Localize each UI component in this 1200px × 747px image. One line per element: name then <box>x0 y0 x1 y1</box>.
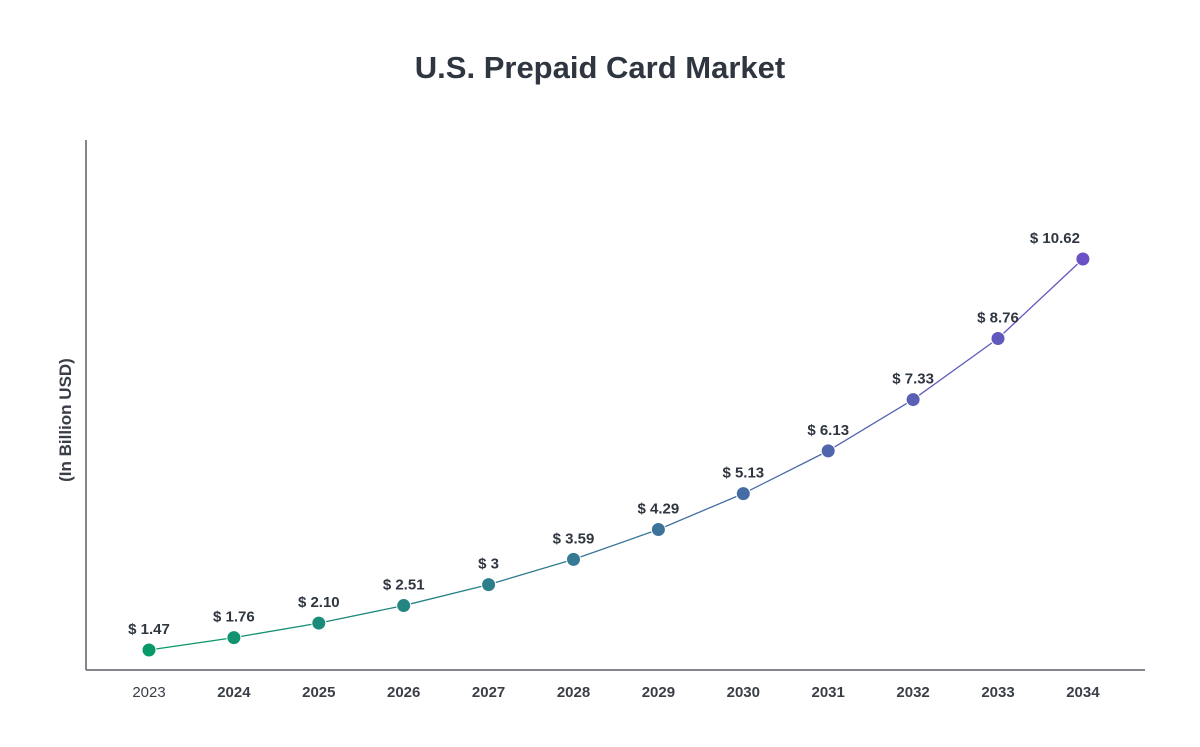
x-tick-label: 2026 <box>387 684 420 701</box>
x-tick-label: 2024 <box>217 684 251 701</box>
line-segment <box>233 622 319 639</box>
data-point <box>1075 251 1091 267</box>
data-label: $ 2.51 <box>383 577 425 594</box>
line-segment <box>827 399 914 452</box>
line-segment <box>403 583 489 607</box>
data-point <box>226 630 242 646</box>
data-label: $ 5.13 <box>722 465 764 482</box>
data-label: $ 10.62 <box>1030 230 1080 247</box>
data-label: $ 6.13 <box>807 422 849 439</box>
data-label: $ 2.10 <box>298 594 340 611</box>
line-segment <box>488 558 574 586</box>
data-point <box>820 443 836 459</box>
data-point <box>990 330 1006 346</box>
data-label: $ 4.29 <box>638 500 680 517</box>
line-segment <box>912 337 999 401</box>
data-label: $ 7.33 <box>892 371 934 388</box>
x-tick-label: 2031 <box>812 684 845 701</box>
x-tick-label: 2025 <box>302 684 335 701</box>
data-label: $ 3 <box>478 556 499 573</box>
x-tick-label: 2033 <box>981 684 1014 701</box>
x-tick-label: 2029 <box>642 684 675 701</box>
line-segment <box>573 528 659 561</box>
x-tick-label: 2032 <box>896 684 929 701</box>
data-label: $ 8.76 <box>977 309 1019 326</box>
x-tick-label: 2028 <box>557 684 590 701</box>
line-segment <box>658 493 744 531</box>
line-segment <box>148 636 234 651</box>
data-point <box>311 615 327 631</box>
data-point <box>481 577 497 593</box>
x-tick-label: 2023 <box>132 684 165 701</box>
line-segment <box>318 604 404 624</box>
data-point <box>566 551 581 567</box>
data-point <box>650 521 666 537</box>
x-tick-label: 2034 <box>1066 684 1100 701</box>
data-label: $ 3.59 <box>553 530 595 547</box>
data-point <box>141 642 157 658</box>
x-tick-label: 2027 <box>472 684 505 701</box>
data-point <box>396 598 412 614</box>
line-segment <box>743 450 829 495</box>
data-label: $ 1.76 <box>213 609 255 626</box>
data-point <box>905 392 921 408</box>
x-tick-label: 2030 <box>727 684 760 701</box>
data-point <box>735 486 751 502</box>
data-label: $ 1.47 <box>128 621 170 638</box>
line-segment <box>997 258 1084 339</box>
chart-title: U.S. Prepaid Card Market <box>414 50 786 85</box>
